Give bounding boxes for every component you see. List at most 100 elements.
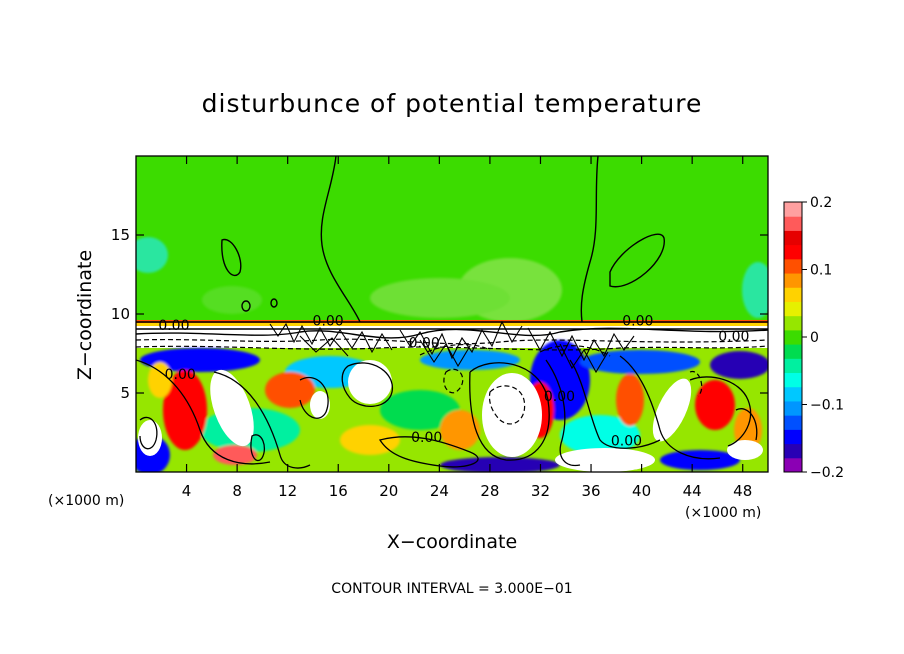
contour-line: [250, 434, 266, 462]
colorbar-segment: [784, 244, 802, 260]
contour-line: [136, 359, 271, 465]
lower-patch: [380, 390, 460, 430]
colorbar-segment: [784, 372, 802, 388]
eddy: [138, 420, 162, 456]
contour-line: [299, 377, 329, 419]
contour-line: [609, 233, 665, 288]
lower-patch: [420, 350, 520, 370]
colorbar-segment: [784, 216, 802, 231]
lower-patch: [340, 425, 400, 455]
contour-line: [341, 362, 393, 407]
contour-line: [378, 436, 479, 468]
contour-line: [527, 327, 635, 362]
contour-line-negative: [488, 385, 526, 425]
x-tick-label: 40: [632, 482, 651, 500]
y-axis-label: Z−coordinate: [74, 250, 96, 380]
x-tick-label: 4: [182, 482, 192, 500]
contour-label: 0.00: [622, 313, 653, 329]
lower-patch: [163, 370, 207, 450]
colorbar-segment: [784, 415, 802, 430]
lower-patch: [580, 350, 700, 374]
x-tick-label: 24: [430, 482, 449, 500]
colorbar-ticks: 0.2 0.1 0 −0.1 −0.2: [802, 195, 844, 481]
contour-line-negative: [136, 338, 768, 345]
lower-patch: [440, 457, 560, 472]
colorbar-segment: [784, 443, 802, 459]
contour-label: 0.00: [165, 367, 196, 383]
x-tick-label: 48: [733, 482, 752, 500]
contour-label: 0.00: [611, 433, 642, 449]
lower-patch: [560, 415, 640, 455]
lower-patch: [265, 372, 315, 408]
colorbar-segment: [784, 358, 802, 374]
contour-line: [221, 238, 242, 277]
lower-patch: [440, 410, 480, 450]
x-axis-ticks: 4 8 12 16 20 24 28 32 36 40 44 48: [182, 156, 752, 500]
colorbar-segment: [784, 315, 802, 331]
x-tick-label: 16: [329, 482, 348, 500]
contour-line: [735, 408, 758, 441]
colorbar-segment: [784, 429, 802, 445]
contour-line: [399, 320, 523, 360]
x-tick-label: 44: [683, 482, 702, 500]
contour-label: 0.00: [718, 329, 749, 345]
colorbar-segment: [784, 258, 802, 274]
contour-line: [136, 327, 768, 339]
y-axis-ticks: 5 10 15: [111, 226, 768, 402]
contour-line: [269, 322, 393, 354]
colorbar-tick-label: 0.2: [810, 195, 832, 211]
contour-line: [469, 362, 550, 461]
eddy: [482, 373, 542, 457]
colorbar-segment: [784, 344, 802, 359]
contour-label: 0.00: [313, 313, 344, 329]
eddy: [727, 440, 763, 460]
x-tick-label: 28: [480, 482, 499, 500]
interface-band: [136, 323, 768, 326]
contour-line: [580, 156, 599, 323]
colorbar-segment: [784, 287, 802, 302]
x-axis-label: X−coordinate: [387, 531, 517, 553]
contour-label: 0.00: [409, 335, 440, 351]
contour-line-negative: [689, 371, 703, 397]
x-unit-left: (×1000 m): [48, 493, 124, 509]
colorbar-segment: [784, 457, 802, 473]
contour-line: [619, 355, 721, 460]
colorbar-segment: [784, 273, 802, 288]
x-tick-label: 12: [278, 482, 297, 500]
upper-patch: [742, 262, 768, 318]
contour-labels: 0.00 0.00 0.00 0.00 0.00 0.00 0.00 0.00 0.00: [158, 313, 749, 449]
contour-line: [241, 300, 251, 312]
contour-line: [569, 359, 661, 449]
colorbar-segment: [784, 230, 802, 246]
y-tick-label: 10: [111, 305, 130, 323]
colorbar-tick-label: 0: [810, 330, 819, 346]
eddy: [210, 369, 254, 447]
x-unit-right: (×1000 m): [685, 505, 761, 521]
contour-line: [689, 376, 752, 447]
upper-patch: [370, 278, 510, 318]
contour-line: [299, 335, 349, 357]
contour-line-negative: [539, 345, 611, 357]
contour-line: [545, 359, 581, 467]
contour-interval-note: CONTOUR INTERVAL = 3.000E−01: [331, 581, 572, 597]
colorbar-tick-label: 0.1: [810, 263, 832, 279]
plot-area: [136, 156, 768, 472]
contour-line: [559, 343, 609, 374]
colorbar-segment: [784, 329, 802, 345]
lower-patch: [695, 380, 735, 430]
lower-patch: [148, 362, 172, 398]
y-tick-label: 5: [120, 384, 130, 402]
lower-patch: [140, 348, 260, 372]
contour-line: [270, 298, 278, 308]
contour-line-negative: [443, 368, 464, 394]
contour-label: 0.00: [411, 430, 442, 446]
contour-line-negative: [136, 345, 768, 351]
colorbar-segment: [784, 386, 802, 402]
y-tick-label: 15: [111, 226, 130, 244]
contour-line: [139, 416, 158, 450]
colorbar-segment: [784, 400, 802, 416]
upper-patch: [136, 237, 168, 273]
eddy: [652, 378, 692, 442]
contour-line-negative: [419, 344, 491, 356]
